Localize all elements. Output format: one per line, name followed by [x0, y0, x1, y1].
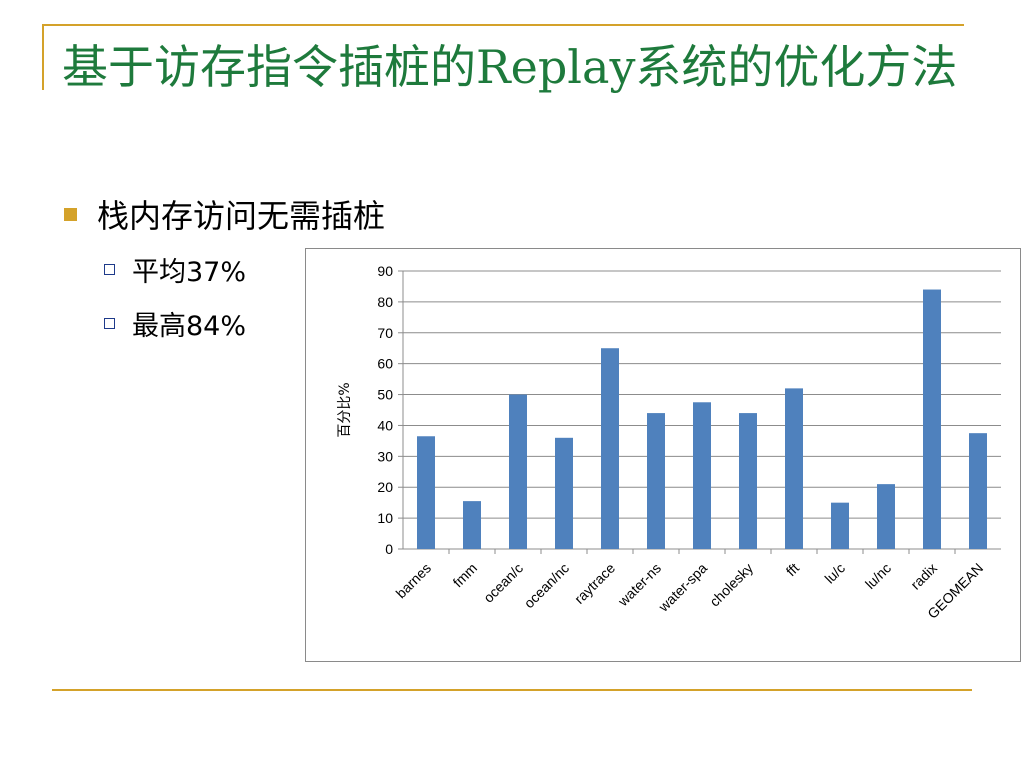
bar: [693, 402, 711, 549]
bullet-item: 栈内存访问无需插桩: [64, 192, 385, 236]
y-axis-label: 百分比%: [337, 382, 353, 437]
bar-chart: 0 10 20 30 40 50 60 70 80 90 barnes fmm ocean/c ocean…: [305, 248, 1021, 662]
bar: [509, 394, 527, 549]
bar: [601, 348, 619, 549]
bar: [831, 502, 849, 549]
bar: [463, 501, 481, 549]
y-tick-label: 80: [377, 294, 393, 310]
bar: [877, 484, 895, 549]
top-rule: [42, 24, 964, 26]
bar: [555, 437, 573, 549]
x-tick-label: fft: [783, 560, 802, 579]
bar: [647, 413, 665, 549]
x-tick-label: radix: [907, 560, 940, 593]
y-tick-label: 70: [377, 325, 393, 341]
y-tick-label: 20: [377, 479, 393, 495]
hollow-square-bullet-icon: [104, 317, 115, 329]
slide-title: 基于访存指令插桩的Replay系统的优化方法: [62, 40, 958, 94]
bullet-text: 栈内存访问无需插桩: [97, 197, 386, 235]
hollow-square-bullet-icon: [104, 263, 115, 275]
bar: [739, 413, 757, 549]
x-tick-label: barnes: [393, 560, 435, 602]
left-rule: [42, 24, 44, 90]
y-tick-label: 30: [377, 448, 393, 464]
bar: [417, 436, 435, 549]
sub-bullet-item-max: 最高84%: [104, 306, 247, 342]
x-tick-label: water-spa: [655, 560, 711, 616]
chart-svg: 0 10 20 30 40 50 60 70 80 90 barnes fmm ocean/cocean…: [337, 263, 1001, 622]
x-tick-label: lu/c: [821, 560, 848, 587]
x-tick-label: lu/nc: [862, 560, 894, 592]
x-tick-label: ocean/nc: [521, 560, 572, 611]
y-tick-label: 0: [385, 541, 393, 557]
x-tick-label: cholesky: [706, 560, 756, 610]
sub-bullet-text: 最高84%: [132, 310, 247, 342]
sub-bullet-item-average: 平均37%: [104, 252, 247, 288]
y-tick-label: 10: [377, 510, 393, 526]
square-bullet-icon: [64, 207, 77, 221]
bar: [785, 388, 803, 549]
x-tick-label: fmm: [450, 560, 481, 591]
sub-bullet-text: 平均37%: [132, 256, 247, 288]
y-tick-label: 50: [377, 387, 393, 403]
y-tick-label: 90: [377, 263, 393, 279]
y-tick-label: 40: [377, 417, 393, 433]
x-tick-label: raytrace: [571, 560, 618, 607]
bar: [969, 433, 987, 549]
bar: [923, 289, 941, 549]
bottom-rule: [52, 689, 972, 691]
x-tick-label: ocean/c: [480, 560, 526, 606]
y-tick-label: 60: [377, 356, 393, 372]
